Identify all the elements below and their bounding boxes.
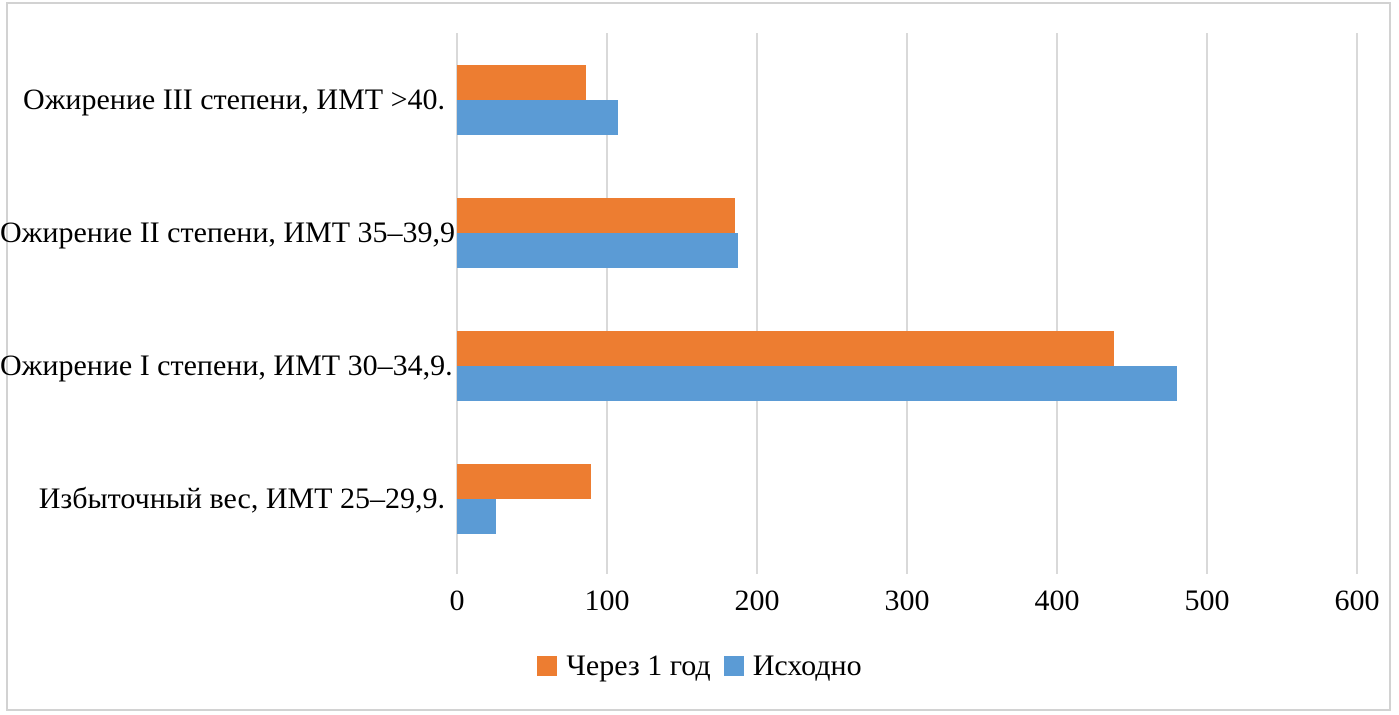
gridline <box>606 33 608 566</box>
legend-color-swatch <box>537 656 558 676</box>
gridline <box>756 33 758 566</box>
x-axis-tick-label: 500 <box>1184 584 1230 617</box>
axis-tick-mark <box>756 566 758 574</box>
gridline <box>906 33 908 566</box>
bar-baseline <box>457 232 738 268</box>
legend-series-label: Через 1 год <box>566 649 711 682</box>
gridline <box>1056 33 1058 566</box>
gridline <box>1206 33 1208 566</box>
axis-tick-mark <box>1206 566 1208 574</box>
axis-tick-mark <box>456 566 458 574</box>
category-axis-label: Ожирение II степени, ИМТ 35–39,9. <box>0 215 463 249</box>
bar-after-1-year <box>457 197 735 233</box>
axis-tick-mark <box>606 566 608 574</box>
category-axis-label: Избыточный вес, ИМТ 25–29,9. <box>38 482 445 516</box>
bar-baseline <box>457 366 1177 402</box>
bar-baseline <box>457 499 496 535</box>
axis-tick-mark <box>906 566 908 574</box>
legend-item: Через 1 год <box>537 649 711 682</box>
x-axis-tick-label: 0 <box>449 584 465 617</box>
legend-series-label: Исходно <box>752 649 862 682</box>
bar-after-1-year <box>457 464 591 500</box>
gridline <box>456 33 458 566</box>
axis-tick-mark <box>1056 566 1058 574</box>
chart-legend: Через 1 год Исходно <box>0 650 1399 682</box>
x-axis-tick-label: 600 <box>1334 584 1380 617</box>
legend-item: Исходно <box>723 649 862 682</box>
axis-tick-mark <box>1356 566 1358 574</box>
bar-baseline <box>457 99 618 135</box>
x-axis-tick-label: 100 <box>584 584 630 617</box>
x-axis-tick-label: 400 <box>1034 584 1080 617</box>
gridline <box>1356 33 1358 566</box>
legend-color-swatch <box>723 656 744 676</box>
bar-after-1-year <box>457 331 1114 367</box>
x-axis-tick-label: 300 <box>884 584 930 617</box>
bar-after-1-year <box>457 64 586 100</box>
category-axis-label: Ожирение III степени, ИМТ >40. <box>23 82 445 116</box>
category-axis-label: Ожирение I степени, ИМТ 30–34,9. <box>0 349 453 383</box>
x-axis-tick-label: 200 <box>734 584 780 617</box>
